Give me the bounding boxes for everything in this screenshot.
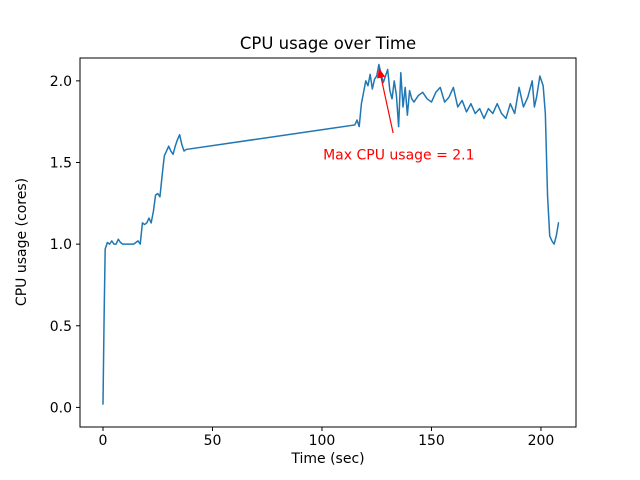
x-tick-label: 150 [418, 433, 445, 449]
y-tick-label: 0.0 [50, 400, 72, 416]
max-annotation-text: Max CPU usage = 2.1 [323, 147, 474, 163]
y-tick-label: 1.0 [50, 237, 72, 253]
series-layer [102, 63, 560, 405]
y-axis-label: CPU usage (cores) [14, 178, 30, 306]
annotation-layer [377, 68, 394, 134]
x-tick-label: 100 [309, 433, 336, 449]
x-tick-label: 0 [99, 433, 108, 449]
annotation-arrow [377, 68, 394, 134]
x-tick-label: 200 [528, 433, 555, 449]
x-axis-label: Time (sec) [290, 451, 364, 467]
y-tick-label: 0.5 [50, 319, 72, 335]
axes: 0 50 100 150 200 0.0 0.5 1.0 1.5 2.0 [50, 57, 577, 449]
chart-title: CPU usage over Time [240, 34, 416, 53]
plot-border [79, 57, 577, 428]
x-tick-label: 50 [204, 433, 222, 449]
y-tick-label: 1.5 [50, 155, 72, 171]
y-tick-label: 2.0 [50, 74, 72, 90]
cpu-usage-line [102, 63, 560, 405]
